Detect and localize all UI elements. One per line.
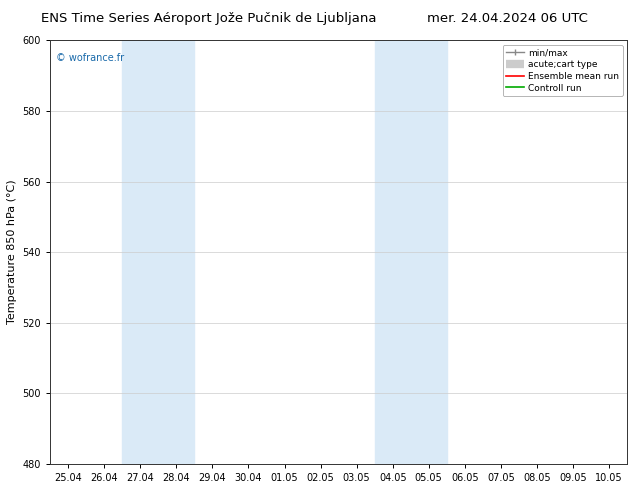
Bar [122, 40, 195, 464]
Legend: min/max, acute;cart type, Ensemble mean run, Controll run: min/max, acute;cart type, Ensemble mean … [503, 45, 623, 96]
Text: © wofrance.fr: © wofrance.fr [56, 53, 124, 63]
Text: ENS Time Series Aéroport Jože Pučnik de Ljubljana: ENS Time Series Aéroport Jože Pučnik de … [41, 12, 377, 25]
Y-axis label: Temperature 850 hPa (°C): Temperature 850 hPa (°C) [7, 180, 17, 324]
Text: mer. 24.04.2024 06 UTC: mer. 24.04.2024 06 UTC [427, 12, 588, 25]
Bar [375, 40, 447, 464]
